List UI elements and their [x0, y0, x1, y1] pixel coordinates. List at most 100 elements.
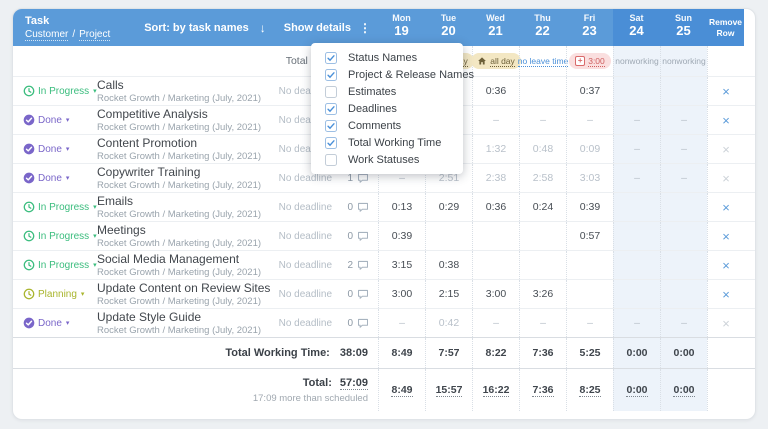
status-dropdown[interactable]: Done ▾ — [13, 172, 89, 184]
time-cell[interactable]: 3:26 — [519, 280, 566, 308]
time-cell[interactable] — [519, 222, 566, 250]
checkbox-checked-icon[interactable] — [325, 136, 337, 149]
details-menu-item[interactable]: Total Working Time — [311, 134, 463, 151]
day-header-tue[interactable]: Tue 20 — [425, 9, 472, 46]
time-cell[interactable] — [613, 193, 660, 221]
remove-row-button[interactable]: × — [722, 199, 730, 215]
time-cell[interactable]: – — [613, 164, 660, 192]
no-leave-time-link[interactable]: no leave time — [517, 55, 569, 67]
sick-leave-badge[interactable]: +3:00 — [569, 53, 611, 69]
time-cell[interactable]: 1:32 — [472, 135, 519, 163]
remove-row-button[interactable]: × — [722, 141, 730, 157]
grand-total-cell[interactable]: 0:00 — [660, 369, 707, 411]
time-cell[interactable] — [660, 77, 707, 105]
time-cell[interactable]: 0:42 — [425, 309, 472, 337]
time-cell[interactable]: 2:15 — [425, 280, 472, 308]
deadline-label[interactable]: No deadline — [278, 230, 332, 242]
grand-total-value[interactable]: 57:09 — [339, 376, 368, 390]
comments-button[interactable]: 0 — [332, 231, 378, 242]
time-cell[interactable] — [613, 77, 660, 105]
time-cell[interactable] — [660, 193, 707, 221]
time-cell[interactable]: 0:37 — [566, 77, 613, 105]
details-menu-item[interactable]: Work Statuses — [311, 151, 463, 168]
remove-row-button[interactable]: × — [722, 228, 730, 244]
time-cell[interactable] — [613, 222, 660, 250]
time-cell[interactable]: 2:58 — [519, 164, 566, 192]
deadline-label[interactable]: No deadline — [278, 259, 332, 271]
time-cell[interactable]: – — [519, 309, 566, 337]
time-cell[interactable]: – — [566, 309, 613, 337]
time-cell[interactable]: – — [660, 164, 707, 192]
comments-button[interactable]: 0 — [332, 289, 378, 300]
time-cell[interactable] — [519, 251, 566, 279]
time-cell[interactable]: 0:36 — [472, 77, 519, 105]
comments-button[interactable]: 1 — [332, 173, 378, 184]
status-dropdown[interactable]: In Progress ▾ — [13, 201, 97, 213]
grand-total-cell[interactable]: 0:00 — [613, 369, 660, 411]
deadline-label[interactable]: No deadline — [278, 288, 332, 300]
project-link[interactable]: Project — [79, 28, 111, 41]
time-cell[interactable]: 0:48 — [519, 135, 566, 163]
time-cell[interactable]: – — [472, 309, 519, 337]
grand-total-cell[interactable]: 8:25 — [566, 369, 613, 411]
time-cell[interactable]: – — [566, 106, 613, 134]
time-cell[interactable]: 0:13 — [378, 193, 425, 221]
customer-link[interactable]: Customer — [25, 28, 69, 41]
grand-total-cell[interactable]: 16:22 — [472, 369, 519, 411]
grand-total-cell[interactable]: 7:36 — [519, 369, 566, 411]
checkbox-checked-icon[interactable] — [325, 68, 337, 81]
time-cell[interactable] — [660, 251, 707, 279]
time-cell[interactable]: 3:03 — [566, 164, 613, 192]
time-cell[interactable] — [660, 222, 707, 250]
time-cell[interactable] — [613, 251, 660, 279]
comments-button[interactable]: 0 — [332, 318, 378, 329]
deadline-label[interactable]: No deadline — [278, 143, 332, 155]
checkbox-checked-icon[interactable] — [325, 119, 337, 132]
time-cell[interactable]: 0:09 — [566, 135, 613, 163]
details-menu-item[interactable]: Status Names — [311, 49, 463, 66]
time-cell[interactable]: – — [613, 106, 660, 134]
remove-row-button[interactable]: × — [722, 286, 730, 302]
checkbox-checked-icon[interactable] — [325, 102, 337, 115]
time-cell[interactable] — [566, 251, 613, 279]
time-cell[interactable] — [519, 77, 566, 105]
day-header-mon[interactable]: Mon 19 — [378, 9, 425, 46]
details-menu-item[interactable]: Deadlines — [311, 100, 463, 117]
deadline-label[interactable]: No deadline — [278, 85, 332, 97]
checkbox-unchecked-icon[interactable] — [325, 85, 337, 98]
time-cell[interactable]: 3:15 — [378, 251, 425, 279]
deadline-label[interactable]: No deadline — [278, 201, 332, 213]
details-menu-item[interactable]: Estimates — [311, 83, 463, 100]
status-dropdown[interactable]: Done ▾ — [13, 114, 89, 126]
status-dropdown[interactable]: Planning ▾ — [13, 288, 89, 300]
time-cell[interactable]: 2:51 — [425, 164, 472, 192]
remove-row-button[interactable]: × — [722, 112, 730, 128]
grand-total-cell[interactable]: 8:49 — [378, 369, 425, 411]
details-menu-item[interactable]: Comments — [311, 117, 463, 134]
time-cell[interactable]: 0:29 — [425, 193, 472, 221]
deadline-label[interactable]: No deadline — [278, 317, 332, 329]
time-cell[interactable]: – — [613, 309, 660, 337]
time-cell[interactable]: 0:57 — [566, 222, 613, 250]
time-cell[interactable]: 0:39 — [566, 193, 613, 221]
kebab-menu-icon[interactable]: ⋮ — [359, 20, 371, 35]
time-cell[interactable] — [613, 280, 660, 308]
time-cell[interactable]: – — [660, 309, 707, 337]
status-dropdown[interactable]: Done ▾ — [13, 317, 89, 329]
time-cell[interactable]: 0:36 — [472, 193, 519, 221]
time-cell[interactable] — [566, 280, 613, 308]
time-cell[interactable] — [660, 280, 707, 308]
comments-button[interactable]: 0 — [332, 202, 378, 213]
checkbox-checked-icon[interactable] — [325, 51, 337, 64]
status-dropdown[interactable]: In Progress ▾ — [13, 85, 97, 97]
time-cell[interactable]: 2:38 — [472, 164, 519, 192]
all-day-leave-badge[interactable]: all day — [471, 53, 521, 69]
details-menu-item[interactable]: Project & Release Names — [311, 66, 474, 83]
time-cell[interactable] — [472, 251, 519, 279]
day-header-sat[interactable]: Sat 24 — [613, 9, 660, 46]
day-header-wed[interactable]: Wed 21 — [472, 9, 519, 46]
remove-row-button[interactable]: × — [722, 315, 730, 331]
comments-button[interactable]: 2 — [332, 260, 378, 271]
time-cell[interactable]: – — [378, 164, 425, 192]
time-cell[interactable]: 0:39 — [378, 222, 425, 250]
